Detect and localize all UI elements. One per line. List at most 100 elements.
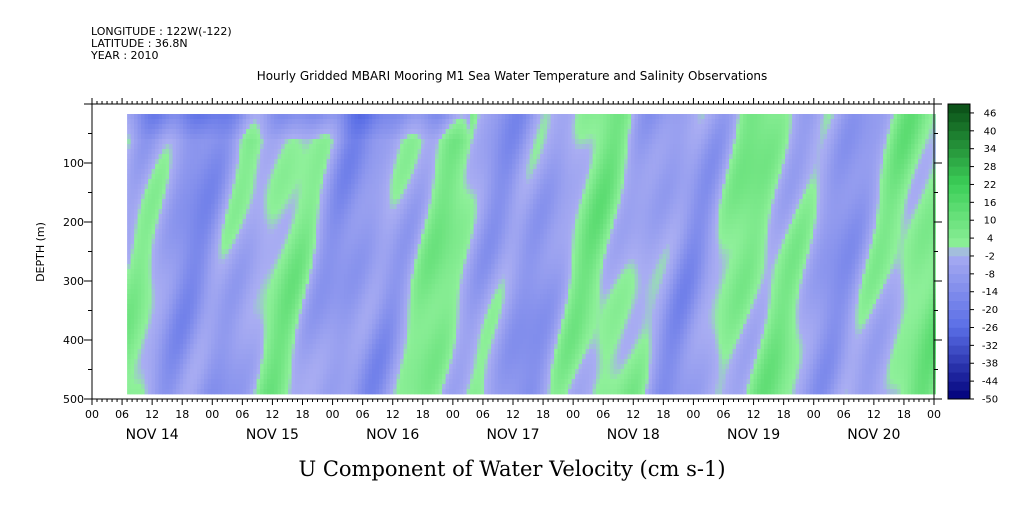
heat-cell <box>435 244 439 250</box>
heat-cell <box>148 154 152 160</box>
heat-cell <box>193 379 198 385</box>
heat-cell <box>382 249 387 255</box>
heat-cell <box>393 269 397 275</box>
heat-cell <box>242 369 247 375</box>
heat-cell <box>235 384 240 390</box>
heat-cell <box>134 189 138 195</box>
heat-cell <box>193 249 198 255</box>
heat-cell <box>351 269 355 275</box>
heat-cell <box>214 234 219 240</box>
heat-cell <box>218 139 222 145</box>
heat-cell <box>284 349 289 355</box>
heat-cell <box>379 174 383 180</box>
heat-cell <box>424 344 429 350</box>
heat-cell <box>361 154 366 160</box>
heat-cell <box>382 389 387 395</box>
heat-cell <box>340 184 345 190</box>
heat-cell <box>305 209 310 215</box>
heat-cell <box>389 284 394 290</box>
heat-cell <box>270 369 275 375</box>
heat-cell <box>400 314 404 320</box>
heat-cell <box>249 234 254 240</box>
heat-cell <box>344 144 348 150</box>
heat-cell <box>155 144 159 150</box>
heat-cell <box>340 239 345 245</box>
heat-cell <box>379 389 383 395</box>
heat-cell <box>396 254 401 260</box>
heat-cell <box>260 184 264 190</box>
heat-cell <box>288 289 292 295</box>
heat-cell <box>344 344 348 350</box>
heat-cell <box>295 204 299 210</box>
heat-cell <box>393 379 397 385</box>
heat-cell <box>365 274 369 280</box>
heat-cell <box>326 114 331 120</box>
heat-cell <box>365 304 369 310</box>
heat-cell <box>165 124 170 130</box>
heat-cell <box>382 374 387 380</box>
heat-cell <box>239 149 243 155</box>
heat-cell <box>424 189 429 195</box>
heat-cell <box>396 314 401 320</box>
heat-cell <box>424 324 429 330</box>
heat-cell <box>435 344 439 350</box>
heat-cell <box>197 119 201 125</box>
heat-cell <box>130 169 135 175</box>
heat-cell <box>204 314 208 320</box>
heat-cell <box>386 379 390 385</box>
heat-cell <box>197 354 201 360</box>
heat-cell <box>169 264 173 270</box>
heat-cell <box>155 339 159 345</box>
heat-cell <box>193 359 198 365</box>
heat-cell <box>130 379 135 385</box>
heat-cell <box>183 274 187 280</box>
heat-cell <box>130 194 135 200</box>
heat-cell <box>242 144 247 150</box>
heat-cell <box>176 159 180 165</box>
heat-cell <box>354 179 359 185</box>
heat-cell <box>365 129 369 135</box>
heat-cell <box>312 229 317 235</box>
heat-cell <box>396 374 401 380</box>
heat-cell <box>312 344 317 350</box>
heat-cell <box>270 214 275 220</box>
heat-cell <box>382 264 387 270</box>
heat-cell <box>302 174 306 180</box>
heat-cell <box>309 324 313 330</box>
heat-cell <box>253 389 257 395</box>
heat-cell <box>428 329 432 335</box>
heat-cell <box>197 284 201 290</box>
heat-cell <box>410 344 415 350</box>
heat-cell <box>323 274 327 280</box>
heat-cell <box>211 294 215 300</box>
heat-cell <box>438 129 443 135</box>
heat-cell <box>291 219 296 225</box>
heat-cell <box>165 139 170 145</box>
heat-cell <box>256 159 261 165</box>
heat-cell <box>207 384 212 390</box>
heat-cell <box>403 119 408 125</box>
heat-cell <box>389 239 394 245</box>
heat-cell <box>347 314 352 320</box>
heat-cell <box>249 299 254 305</box>
heat-cell <box>396 274 401 280</box>
heat-cell <box>228 264 233 270</box>
heat-cell <box>158 299 163 305</box>
heat-cell <box>309 119 313 125</box>
heat-cell <box>148 254 152 260</box>
heat-cell <box>382 204 387 210</box>
heat-cell <box>281 129 285 135</box>
heat-cell <box>235 219 240 225</box>
heat-cell <box>281 369 285 375</box>
heat-cell <box>393 359 397 365</box>
heat-cell <box>305 364 310 370</box>
heat-cell <box>218 374 222 380</box>
heat-cell <box>190 274 194 280</box>
heat-cell <box>414 174 418 180</box>
heat-cell <box>179 169 184 175</box>
heat-cell <box>407 209 411 215</box>
heat-cell <box>305 279 310 285</box>
heat-cell <box>344 184 348 190</box>
heat-cell <box>410 224 415 230</box>
heat-cell <box>316 334 320 340</box>
